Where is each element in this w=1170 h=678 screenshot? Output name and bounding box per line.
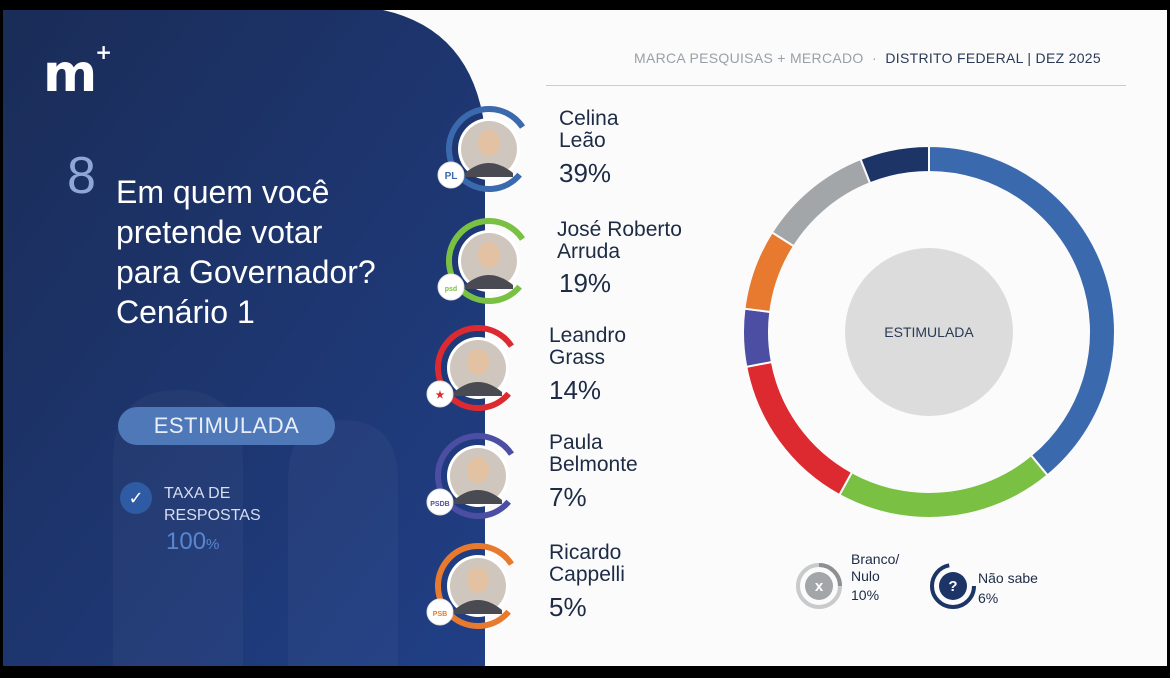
- svg-text:?: ?: [948, 578, 957, 595]
- party-badge-text: PSDB: [430, 501, 449, 508]
- response-rate-number: 100: [166, 528, 207, 555]
- party-badge-text: PSB: [433, 611, 447, 618]
- logo-letter: m: [43, 44, 97, 104]
- svg-text:x: x: [815, 578, 824, 595]
- legend-unknown-label: Não sabe: [978, 570, 1038, 586]
- donut-slice-branco-nulo: [770, 157, 872, 248]
- candidate-name: José Roberto Arruda: [557, 218, 682, 263]
- question-number: 8: [67, 147, 96, 205]
- header-region: DISTRITO FEDERAL: [885, 50, 1024, 66]
- candidate-percentage: 5%: [549, 592, 587, 622]
- blank-null-icon: x: [796, 563, 842, 609]
- donut-slice-ricardo-cappelli: [742, 307, 774, 369]
- slide: m+ 8 Em quem você pretende votar para Go…: [3, 10, 1167, 666]
- party-badge-icon: psd: [437, 273, 465, 301]
- legend-blank-label: Branco/ Nulo: [851, 551, 900, 584]
- response-rate-value: 100%: [166, 528, 219, 556]
- candidate-avatar-1: [446, 106, 532, 192]
- candidate-avatar-5: [435, 543, 521, 629]
- party-badge-icon: PL: [437, 161, 465, 189]
- header-divider: [546, 85, 1126, 86]
- donut-chart: ESTIMULADA: [742, 144, 1116, 519]
- candidate-avatar-2: [446, 218, 532, 304]
- candidate-name: Ricardo Cappelli: [549, 541, 625, 586]
- question-text: Em quem você pretende votar para Governa…: [116, 174, 376, 330]
- candidate-percentage: 39%: [559, 158, 612, 188]
- donut-center: [845, 248, 1013, 416]
- question-icon: ?: [930, 563, 976, 609]
- check-icon: ✓: [120, 482, 152, 514]
- donut-slice-paula-belmonte: [743, 230, 796, 314]
- candidate-avatar-3: [435, 325, 521, 411]
- legend-unknown-pct: 6%: [978, 590, 999, 606]
- stimulated-badge: ESTIMULADA: [118, 407, 335, 445]
- party-badge-icon: ★: [426, 380, 454, 408]
- survey-header: MARCA PESQUISAS + MERCADO · DISTRITO FED…: [634, 50, 1101, 66]
- header-date-separator: |: [1027, 50, 1032, 66]
- party-badge-icon: PSB: [426, 598, 454, 626]
- header-date: DEZ 2025: [1035, 50, 1101, 66]
- logo-plus: +: [95, 39, 112, 64]
- legend-blank-pct: 10%: [851, 587, 880, 603]
- candidate-avatar-4: [435, 433, 521, 519]
- candidate-name: Paula Belmonte: [549, 431, 638, 476]
- donut-slice-leandro-grass: [745, 360, 854, 497]
- party-badge-text: PL: [445, 171, 458, 182]
- candidate-name: Leandro Grass: [549, 324, 627, 369]
- response-rate-label: TAXA DE RESPOSTAS: [164, 485, 261, 524]
- donut-center-label: ESTIMULADA: [884, 324, 974, 340]
- party-badge-text: psd: [445, 286, 457, 293]
- donut-slice-n-o-sabe: [859, 144, 930, 185]
- candidate-percentage: 14%: [549, 375, 602, 405]
- header-source: MARCA PESQUISAS + MERCADO: [634, 50, 864, 66]
- donut-slice-jos-roberto-arruda: [838, 453, 1049, 519]
- response-rate-unit: %: [206, 536, 220, 553]
- candidate-percentage: 19%: [559, 268, 612, 298]
- party-badge-icon: PSDB: [426, 488, 454, 516]
- party-badge-text: ★: [436, 390, 445, 401]
- header-separator: ·: [872, 50, 877, 66]
- brand-logo: m+: [43, 42, 112, 100]
- candidate-percentage: 7%: [549, 482, 587, 512]
- candidate-name: Celina Leão: [559, 107, 619, 152]
